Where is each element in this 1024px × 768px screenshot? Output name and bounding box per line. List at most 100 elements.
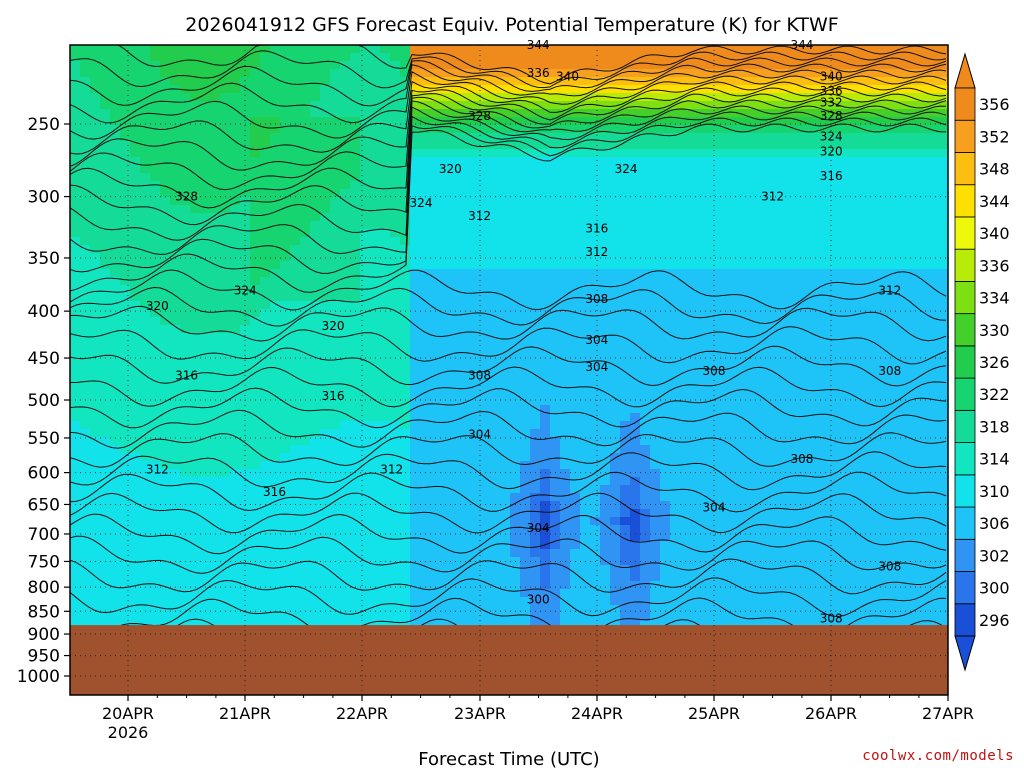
field-cell: [90, 477, 101, 486]
field-cell: [170, 269, 181, 278]
field-cell: [610, 45, 621, 54]
field-cell: [440, 549, 451, 558]
field-cell: [80, 397, 91, 406]
field-cell: [390, 189, 401, 198]
field-cell: [120, 205, 131, 214]
field-cell: [500, 397, 511, 406]
field-cell: [470, 469, 481, 478]
field-cell: [110, 405, 121, 414]
field-cell: [500, 517, 511, 526]
field-cell: [80, 245, 91, 254]
field-cell: [500, 341, 511, 350]
field-cell: [430, 293, 441, 302]
field-cell: [290, 157, 301, 166]
field-cell: [310, 429, 321, 438]
field-cell: [180, 189, 191, 198]
field-cell: [180, 581, 191, 590]
field-cell: [340, 101, 351, 110]
field-cell: [330, 349, 341, 358]
field-cell: [370, 221, 381, 230]
field-cell: [300, 573, 311, 582]
field-cell: [140, 589, 151, 598]
field-cell: [250, 277, 261, 286]
field-cell: [370, 277, 381, 286]
field-cell: [180, 317, 191, 326]
field-cell: [280, 349, 291, 358]
field-cell: [110, 157, 121, 166]
field-cell: [640, 165, 651, 174]
field-cell: [340, 221, 351, 230]
field-cell: [530, 437, 541, 446]
field-cell: [560, 157, 571, 166]
field-cell: [400, 173, 411, 182]
field-cell: [240, 213, 251, 222]
field-cell: [370, 589, 381, 598]
field-cell: [490, 149, 501, 158]
field-cell: [420, 221, 431, 230]
field-cell: [570, 157, 581, 166]
field-cell: [580, 613, 591, 622]
field-cell: [500, 157, 511, 166]
field-cell: [190, 581, 201, 590]
field-cell: [400, 605, 411, 614]
field-cell: [220, 445, 231, 454]
field-cell: [500, 405, 511, 414]
field-cell: [560, 77, 571, 86]
field-cell: [100, 581, 111, 590]
field-cell: [330, 445, 341, 454]
field-cell: [470, 101, 481, 110]
field-cell: [140, 485, 151, 494]
field-cell: [110, 173, 121, 182]
field-cell: [520, 173, 531, 182]
field-cell: [650, 109, 661, 118]
field-cell: [330, 117, 341, 126]
field-cell: [390, 397, 401, 406]
field-cell: [120, 269, 131, 278]
field-cell: [420, 125, 431, 134]
field-cell: [280, 365, 291, 374]
field-cell: [250, 589, 261, 598]
field-cell: [570, 405, 581, 414]
field-cell: [160, 181, 171, 190]
field-cell: [380, 93, 391, 102]
field-cell: [330, 413, 341, 422]
field-cell: [190, 157, 201, 166]
field-cell: [320, 61, 331, 70]
field-cell: [310, 261, 321, 270]
field-cell: [630, 245, 641, 254]
field-cell: [330, 77, 341, 86]
field-cell: [170, 461, 181, 470]
field-cell: [590, 173, 601, 182]
field-cell: [650, 445, 661, 454]
field-cell: [550, 165, 561, 174]
field-cell: [310, 85, 321, 94]
field-cell: [100, 381, 111, 390]
field-cell: [620, 565, 631, 574]
field-cell: [200, 189, 211, 198]
field-cell: [110, 565, 121, 574]
field-cell: [480, 301, 491, 310]
field-cell: [550, 197, 561, 206]
field-cell: [90, 269, 101, 278]
field-cell: [470, 197, 481, 206]
field-cell: [430, 405, 441, 414]
field-cell: [540, 381, 551, 390]
field-cell: [670, 173, 681, 182]
field-cell: [670, 525, 681, 534]
field-cell: [260, 285, 271, 294]
field-cell: [270, 477, 281, 486]
field-cell: [520, 357, 531, 366]
field-cell: [670, 245, 681, 254]
field-cell: [70, 373, 81, 382]
field-cell: [250, 517, 261, 526]
field-cell: [200, 413, 211, 422]
field-cell: [190, 485, 201, 494]
field-cell: [90, 517, 101, 526]
field-cell: [140, 53, 151, 62]
field-cell: [330, 173, 341, 182]
field-cell: [600, 133, 611, 142]
field-cell: [350, 69, 361, 78]
field-cell: [400, 413, 411, 422]
field-cell: [100, 197, 111, 206]
field-cell: [570, 397, 581, 406]
